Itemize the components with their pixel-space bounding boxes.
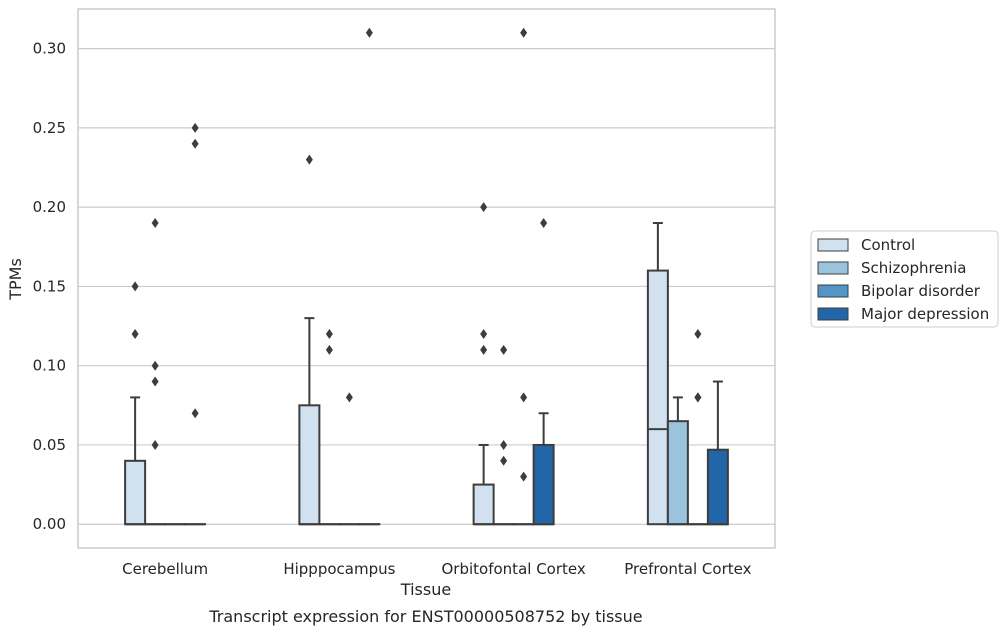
x-axis-title: Tissue <box>400 580 451 599</box>
y-axis-title: TPMs <box>6 258 25 301</box>
outlier-point <box>191 138 199 149</box>
y-tick-label: 0.05 <box>33 436 66 454</box>
outlier-point <box>325 328 333 339</box>
outlier-point <box>345 392 353 403</box>
outlier-point <box>520 471 528 482</box>
legend-swatch <box>817 261 849 275</box>
box-body <box>124 459 147 526</box>
y-tick-label: 0.25 <box>33 119 66 137</box>
outlier-point <box>500 344 508 355</box>
figure-caption: Transcript expression for ENST0000050875… <box>208 607 642 626</box>
outlier-point <box>191 408 199 419</box>
legend: Control Schizophrenia Bipolar disorder Majo… <box>810 230 999 328</box>
box-3-3 <box>706 380 729 526</box>
box-2-3 <box>686 328 709 526</box>
outlier-point <box>305 154 313 165</box>
plot-area-frame <box>77 8 776 549</box>
outlier-point <box>480 202 488 213</box>
outlier-point <box>694 392 702 403</box>
legend-label: Major depression <box>861 305 989 323</box>
legend-swatch <box>817 307 849 321</box>
outlier-point <box>520 27 528 38</box>
x-tick-label: Cerebellum <box>122 560 208 578</box>
x-tick-label: Prefrontal Cortex <box>624 560 751 578</box>
outlier-point <box>480 328 488 339</box>
box-2-2 <box>512 27 535 526</box>
box-body <box>646 269 669 526</box>
outlier-point <box>151 360 159 371</box>
box-0-3 <box>646 222 669 526</box>
x-tick-label: Orbitofontal Cortex <box>442 560 586 578</box>
box-3-2 <box>532 218 555 526</box>
box-body <box>666 420 689 526</box>
box-body <box>298 404 321 526</box>
box-2-1 <box>338 392 361 526</box>
outlier-point <box>151 218 159 229</box>
legend-label: Schizophrenia <box>861 259 966 277</box>
box-body <box>706 448 729 526</box>
x-tick-labels: Cerebellum Hipppocampus Orbitofontal Corte… <box>122 560 751 578</box>
outlier-point <box>540 218 548 229</box>
y-tick-label: 0.10 <box>33 357 66 375</box>
outlier-point <box>191 122 199 133</box>
y-tick-label: 0.30 <box>33 40 66 58</box>
outlier-point <box>131 328 139 339</box>
outlier-point <box>325 344 333 355</box>
legend-swatch <box>817 238 849 252</box>
box-1-1 <box>318 328 341 526</box>
box-0-0 <box>124 281 147 526</box>
outlier-point <box>480 344 488 355</box>
y-tick-label: 0.00 <box>33 515 66 533</box>
legend-label: Control <box>861 236 915 254</box>
outlier-point <box>694 328 702 339</box>
legend-frame <box>810 230 999 328</box>
box-1-3 <box>666 396 689 526</box>
boxes-layer <box>124 27 729 526</box>
outlier-point <box>131 281 139 292</box>
box-body <box>472 483 495 526</box>
outlier-point <box>151 376 159 387</box>
legend-swatch <box>817 284 849 298</box>
box-3-0 <box>184 122 207 526</box>
x-tick-label: Hipppocampus <box>283 560 395 578</box>
outlier-point <box>500 455 508 466</box>
y-tick-labels: 0.00 0.05 0.10 0.15 0.20 0.25 0.30 <box>33 40 66 534</box>
y-tick-label: 0.20 <box>33 198 66 216</box>
box-0-2 <box>472 202 495 526</box>
outlier-point <box>365 27 373 38</box>
box-3-1 <box>358 27 381 526</box>
outlier-point <box>151 439 159 450</box>
outlier-point <box>520 392 528 403</box>
legend-label: Bipolar disorder <box>861 282 981 300</box>
outlier-point <box>500 439 508 450</box>
box-body <box>532 443 555 526</box>
y-tick-label: 0.15 <box>33 277 66 295</box>
box-0-1 <box>298 154 321 526</box>
